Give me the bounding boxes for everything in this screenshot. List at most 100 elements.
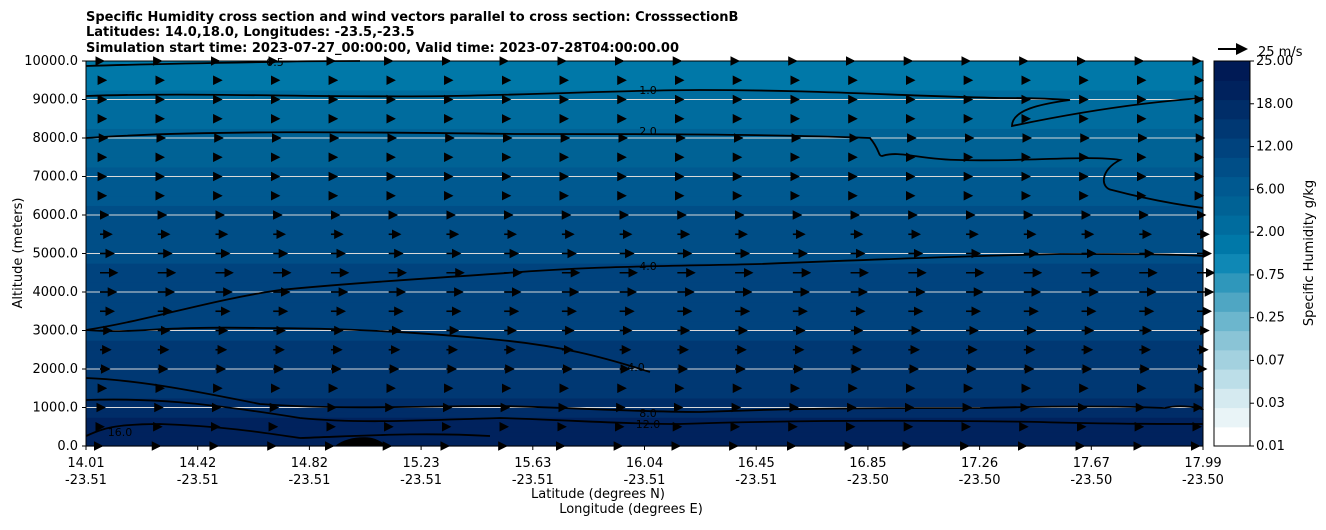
contour-label: 4.0	[639, 260, 657, 273]
colorbar-frame	[1213, 60, 1251, 447]
humidity-band	[86, 417, 1203, 423]
contour-line	[85, 326, 651, 373]
humidity-band	[86, 89, 1203, 101]
x-tick-label-lon: -23.50	[847, 473, 889, 488]
colorbar-segment	[1214, 292, 1250, 312]
contour-line	[85, 423, 491, 439]
colorbar-tick-label: 12.00	[1256, 140, 1293, 155]
humidity-band	[86, 195, 1203, 206]
colorbar-label: Specific Humidity g/kg	[1302, 180, 1317, 326]
humidity-band	[86, 412, 1203, 418]
chart-title-line-2: Latitudes: 14.0,18.0, Longitudes: -23.5,…	[86, 25, 415, 40]
x-tick-label-lat: 14.01	[67, 456, 104, 471]
colorbar-tick-label: 0.03	[1256, 396, 1285, 411]
chart-title-line-1: Specific Humidity cross section and wind…	[86, 10, 738, 25]
contour-line	[85, 253, 1204, 331]
colorbar-segment	[1214, 253, 1250, 274]
humidity-band	[86, 176, 1203, 187]
colorbar-segment	[1214, 311, 1250, 332]
contour-label: 12.0	[636, 418, 661, 431]
y-tick-label: 1000.0	[33, 401, 79, 416]
colorbar-segment	[1214, 349, 1250, 370]
humidity-band	[86, 426, 1203, 433]
colorbar-segment	[1214, 407, 1250, 428]
humidity-band	[86, 349, 1203, 360]
contour-label: 1.0	[639, 84, 657, 97]
colorbar-segment	[1214, 61, 1250, 81]
y-tick-label: 6000.0	[33, 208, 79, 223]
humidity-band	[86, 397, 1203, 409]
contour-line	[85, 398, 1204, 425]
humidity-band	[86, 282, 1203, 293]
colorbar-segment	[1214, 195, 1250, 216]
x-tick-label-lon: -23.51	[512, 473, 554, 488]
y-tick-label: 5000.0	[33, 247, 79, 262]
wind-key-label: 25 m/s	[1258, 45, 1303, 60]
humidity-band	[86, 224, 1203, 235]
humidity-band	[86, 436, 1203, 442]
contour-line	[85, 131, 1204, 209]
humidity-band	[86, 311, 1203, 322]
y-tick-label: 0.0	[57, 439, 78, 454]
y-tick-label: 10000.0	[24, 54, 78, 69]
x-tick-label-lon: -23.50	[1182, 473, 1224, 488]
x-tick-label-lat: 16.85	[849, 456, 886, 471]
humidity-band	[86, 118, 1203, 129]
colorbar-segment	[1214, 80, 1250, 101]
x-tick-label-lon: -23.50	[959, 473, 1001, 488]
humidity-band	[86, 186, 1203, 197]
x-tick-label-lon: -23.51	[400, 473, 442, 488]
colorbar-tick-label: 0.75	[1256, 268, 1285, 283]
humidity-band	[86, 157, 1203, 168]
colorbar-tick-label: 6.00	[1256, 182, 1285, 197]
colorbar-segment	[1214, 118, 1250, 139]
humidity-band	[86, 330, 1203, 341]
x-tick-label-lon: -23.51	[735, 473, 777, 488]
terrain-shape	[335, 437, 388, 446]
chart-title-line-3: Simulation start time: 2023-07-27_00:00:…	[86, 41, 679, 56]
colorbar-tick-label: 0.01	[1256, 439, 1285, 454]
x-axis: 14.01 -23.51 14.42 -23.51 14.82 -23.51 15.23 -2…	[65, 446, 1224, 488]
colorbar-segment	[1214, 388, 1250, 409]
y-tick-label: 2000.0	[33, 362, 79, 377]
humidity-band	[86, 263, 1203, 274]
x-tick-label-lat: 17.26	[961, 456, 998, 471]
contour-label: 8.0	[639, 407, 657, 420]
x-tick-label-lat: 15.63	[514, 456, 551, 471]
humidity-band	[86, 272, 1203, 283]
x-tick-label-lon: -23.51	[65, 473, 107, 488]
colorbar-tick-label: 0.25	[1256, 311, 1285, 326]
plot-area: 0.5 1.0 2.0 4.0 4.0 8.012.0 16.0	[85, 56, 1216, 451]
humidity-band	[86, 205, 1203, 216]
humidity-band	[86, 215, 1203, 226]
humidity-band	[86, 80, 1203, 91]
humidity-band	[86, 234, 1203, 245]
x-tick-label-lat: 16.45	[738, 456, 775, 471]
colorbar-segment	[1214, 99, 1250, 120]
colorbar-segment	[1214, 138, 1250, 158]
contour-label: 4.0	[627, 361, 645, 374]
humidity-band	[86, 369, 1203, 380]
y-tick-label: 3000.0	[33, 324, 79, 339]
colorbar-tick-label: 0.07	[1256, 353, 1285, 368]
colorbar-segment	[1214, 272, 1250, 293]
x-tick-label-lat: 14.42	[179, 456, 216, 471]
colorbar-tick-label: 2.00	[1256, 225, 1285, 240]
humidity-band	[86, 138, 1203, 149]
colorbar-segment	[1214, 426, 1250, 447]
colorbar-tick-label: 18.00	[1256, 97, 1293, 112]
humidity-band	[86, 359, 1203, 370]
colorbar-tick-label: 25.00	[1256, 54, 1293, 69]
x-tick-label-lat: 16.04	[626, 456, 663, 471]
y-tick-label: 8000.0	[33, 131, 79, 146]
colorbar-segment	[1214, 330, 1250, 351]
humidity-band	[86, 292, 1203, 303]
humidity-band	[86, 253, 1203, 264]
humidity-band	[86, 388, 1203, 399]
colorbar: 0.01 0.03 0.07 0.25 0.75 2.00 6.00 12.00 18.00 25…	[1213, 54, 1293, 454]
humidity-band	[86, 109, 1203, 120]
x-tick-label-lon: -23.51	[624, 473, 666, 488]
humidity-band	[86, 378, 1203, 389]
